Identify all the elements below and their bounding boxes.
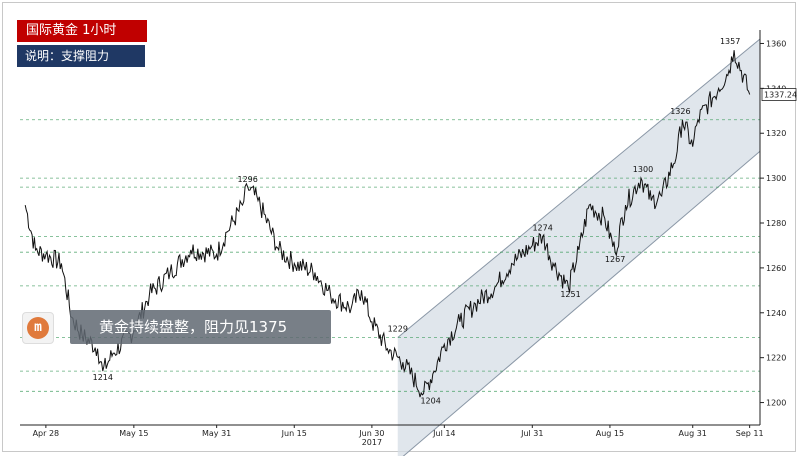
annotation-1204: 1204 bbox=[420, 397, 440, 406]
logo-circle bbox=[27, 317, 49, 339]
y-tick-label-1220: 1220 bbox=[766, 354, 786, 363]
x-year-label: 2017 bbox=[362, 438, 382, 447]
chart-note-badge: 说明：支撑阻力 bbox=[17, 45, 145, 67]
annotation-1300: 1300 bbox=[633, 165, 653, 174]
x-tick-label-2: May 31 bbox=[202, 429, 231, 438]
x-tick-label-6: Jul 31 bbox=[520, 429, 543, 438]
company-logo-icon: m bbox=[22, 312, 54, 344]
last-price-label: 1337.24 bbox=[764, 91, 797, 100]
annotation-1251: 1251 bbox=[560, 290, 580, 299]
price-series-line bbox=[24, 50, 751, 398]
annotation-1274: 1274 bbox=[532, 223, 552, 232]
channel-lower-line bbox=[402, 150, 761, 456]
x-tick-label-8: Aug 31 bbox=[679, 429, 707, 438]
last-price-tag bbox=[761, 88, 797, 101]
annotation-1326: 1326 bbox=[670, 107, 690, 116]
x-tick-label-0: Apr 28 bbox=[33, 429, 60, 438]
y-tick-label-1260: 1260 bbox=[766, 264, 786, 273]
annotation-1357: 1357 bbox=[720, 37, 740, 46]
y-tick-label-1300: 1300 bbox=[766, 174, 786, 183]
y-tick-label-1280: 1280 bbox=[766, 219, 786, 228]
x-tick-label-5: Jul 14 bbox=[432, 429, 455, 438]
y-tick-label-1360: 1360 bbox=[766, 39, 786, 48]
channel-upper-line bbox=[397, 38, 761, 338]
headline-banner: 黄金持续盘整，阻力见1375 bbox=[70, 310, 331, 344]
y-tick-label-1320: 1320 bbox=[766, 129, 786, 138]
x-tick-label-4: Jun 30 bbox=[358, 429, 384, 438]
annotation-1214: 1214 bbox=[93, 373, 113, 382]
x-tick-label-1: May 15 bbox=[119, 429, 148, 438]
annotation-1267: 1267 bbox=[605, 255, 625, 264]
annotation-1296: 1296 bbox=[238, 175, 258, 184]
x-tick-label-3: Jun 15 bbox=[281, 429, 307, 438]
x-tick-label-7: Aug 15 bbox=[596, 429, 624, 438]
chart-title-badge: 国际黄金 1小时 bbox=[17, 20, 147, 42]
logo-glyph: m bbox=[34, 320, 42, 335]
annotation-1229: 1229 bbox=[388, 324, 408, 333]
x-tick-label-9: Sep 11 bbox=[736, 429, 764, 438]
y-tick-label-1240: 1240 bbox=[766, 309, 786, 318]
y-tick-label-1200: 1200 bbox=[766, 399, 786, 408]
